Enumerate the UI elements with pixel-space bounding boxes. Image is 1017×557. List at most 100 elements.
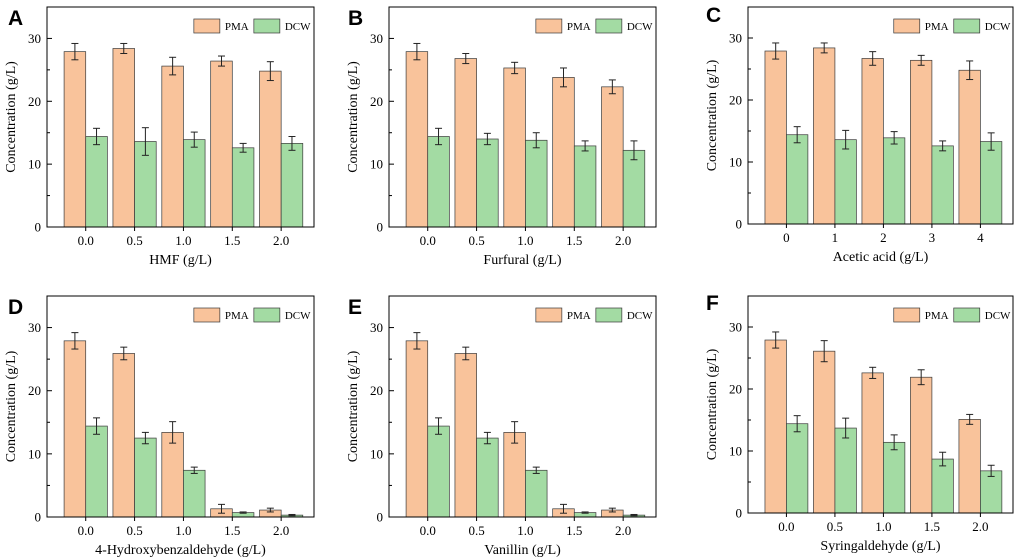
pma-bar	[764, 50, 787, 225]
pma-error-bar	[608, 79, 616, 95]
dcw-bar	[280, 143, 304, 228]
y-tick-label: 0	[377, 220, 384, 235]
dcw-error-bar	[288, 513, 296, 517]
dcw-bar	[476, 138, 499, 228]
y-tick-label: 0	[736, 506, 743, 521]
pma-bar	[454, 58, 477, 228]
legend-swatch-pma	[535, 18, 563, 34]
pma-error-bar	[917, 369, 925, 386]
x-tick-label: 1.0	[175, 523, 191, 538]
x-axis-title: 4-Hydroxybenzaldehyde (g/L)	[95, 543, 266, 557]
pma-error-bar	[169, 421, 177, 444]
pma-error-bar	[266, 507, 274, 513]
y-axis-title: Concentration (g/L)	[346, 350, 361, 462]
pma-error-bar	[120, 346, 128, 361]
y-tick-label: 10	[729, 155, 742, 170]
legend-label-dcw: DCW	[985, 310, 1011, 322]
pma-bar	[861, 58, 884, 225]
dcw-error-bar	[987, 132, 995, 151]
legend-label-pma: PMA	[567, 310, 591, 322]
dcw-bar	[834, 427, 857, 514]
x-tick-label: 0.0	[778, 519, 794, 534]
panel-letter: C	[706, 4, 721, 27]
pma-error-bar	[608, 507, 616, 513]
y-axis-title: Concentration (g/L)	[4, 61, 19, 173]
x-tick-label: 2.0	[615, 233, 631, 248]
x-tick-label: 1.5	[224, 233, 240, 248]
pma-bar	[958, 419, 981, 514]
x-axis-title: Vanillin (g/L)	[484, 543, 561, 557]
legend-swatch-dcw	[595, 18, 623, 34]
dcw-bar	[786, 423, 809, 514]
dcw-error-bar	[483, 431, 491, 445]
pma-bar	[910, 59, 933, 225]
panel-letter: B	[348, 7, 363, 30]
y-tick-label: 0	[35, 510, 42, 525]
y-tick-label: 10	[28, 446, 41, 461]
pma-bar	[454, 353, 477, 518]
y-axis-title: Concentration (g/L)	[4, 350, 19, 462]
x-axis-title: HMF (g/L)	[149, 253, 212, 268]
dcw-error-bar	[190, 131, 198, 148]
y-tick-label: 20	[729, 382, 742, 397]
x-tick-label: 3	[929, 230, 936, 245]
pma-error-bar	[966, 60, 974, 81]
x-tick-label: 1.0	[517, 233, 533, 248]
pma-bar	[503, 67, 526, 228]
x-tick-label: 0.5	[126, 523, 142, 538]
panel-letter: F	[706, 292, 719, 315]
dcw-error-bar	[793, 415, 801, 433]
y-tick-label: 10	[370, 446, 383, 461]
y-tick-label: 20	[28, 94, 41, 109]
pma-error-bar	[820, 42, 828, 54]
pma-bar	[112, 48, 135, 228]
x-tick-label: 1.5	[566, 523, 582, 538]
y-tick-label: 20	[370, 383, 383, 398]
dcw-bar	[622, 149, 646, 228]
y-tick-label: 10	[28, 157, 41, 172]
x-tick-label: 2.0	[972, 519, 988, 534]
legend-swatch-pma	[893, 18, 921, 34]
pma-bar	[405, 51, 429, 228]
legend-label-dcw: DCW	[627, 21, 653, 33]
pma-error-bar	[120, 42, 128, 55]
x-tick-label: 1.0	[875, 519, 891, 534]
legend-label-dcw: DCW	[627, 310, 653, 322]
legend-label-dcw: DCW	[985, 21, 1011, 33]
axes-frame	[46, 6, 315, 228]
pma-bar	[161, 432, 184, 518]
dcw-bar	[931, 145, 954, 225]
dcw-error-bar	[141, 127, 149, 156]
pma-bar	[63, 340, 87, 518]
x-tick-label: 2.0	[615, 523, 631, 538]
x-tick-label: 0.0	[420, 233, 436, 248]
dcw-error-bar	[939, 140, 947, 152]
axes-frame	[46, 295, 315, 518]
dcw-error-bar	[939, 451, 947, 467]
dcw-error-bar	[793, 126, 801, 144]
dcw-error-bar	[890, 131, 898, 145]
legend-label-dcw: DCW	[285, 310, 311, 322]
pma-bar	[910, 376, 933, 514]
legend-label-dcw: DCW	[285, 21, 311, 33]
dcw-bar	[834, 139, 857, 225]
dcw-error-bar	[190, 466, 198, 474]
dcw-error-bar	[435, 127, 443, 146]
dcw-error-bar	[581, 511, 589, 514]
pma-bar	[210, 60, 233, 228]
legend-swatch-dcw	[253, 18, 281, 34]
x-tick-label: 2.0	[273, 523, 289, 538]
panel-c: C 0 10 20 30 0 1 2 3 4 Acetic acid (g/L) Concentrat…	[705, 4, 1014, 265]
pma-error-bar	[462, 346, 470, 361]
y-tick-label: 30	[370, 31, 383, 46]
pma-bar	[958, 69, 981, 225]
y-tick-label: 30	[28, 31, 41, 46]
y-tick-label: 10	[370, 157, 383, 172]
pma-bar	[813, 47, 836, 225]
pma-error-bar	[772, 331, 780, 349]
legend-swatch-pma	[193, 18, 221, 34]
pma-bar	[112, 353, 135, 518]
dcw-error-bar	[93, 127, 101, 146]
dcw-bar	[231, 147, 255, 228]
pma-error-bar	[266, 61, 274, 82]
